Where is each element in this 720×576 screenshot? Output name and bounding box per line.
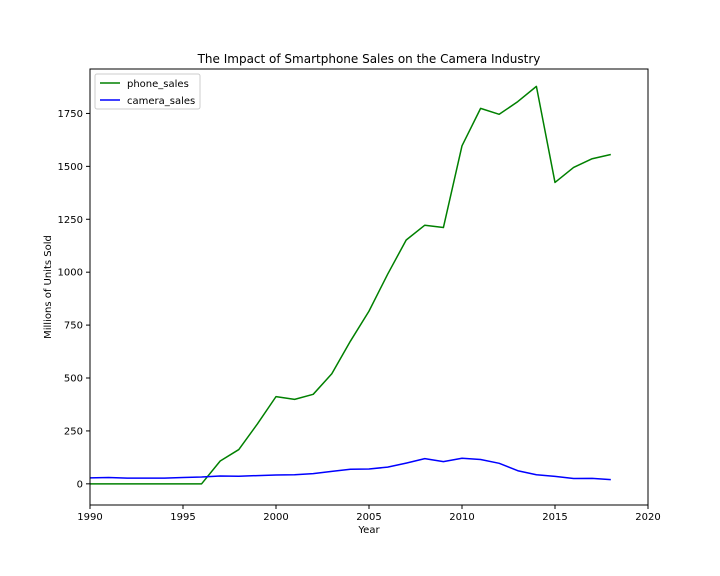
series-line-camera-sales: [89, 457, 611, 481]
series-line-phone-sales: [90, 85, 611, 485]
x-tick-label: 2010: [449, 512, 474, 523]
chart-title: The Impact of Smartphone Sales on the Ca…: [197, 52, 541, 66]
series-lines: [89, 85, 611, 485]
y-axis-label: Millions of Units Sold: [43, 235, 54, 339]
x-tick-label: 2015: [542, 512, 567, 523]
x-tick-label: 1995: [170, 512, 195, 523]
x-tick-label: 1990: [77, 512, 102, 523]
legend-label-camera-sales: camera_sales: [127, 96, 195, 107]
legend-label-phone-sales: phone_sales: [127, 79, 189, 90]
x-tick-label: 2020: [635, 512, 660, 523]
y-tick-label: 1250: [58, 215, 83, 226]
y-tick-label: 250: [64, 426, 83, 437]
legend-box: [94, 73, 201, 110]
y-tick-label: 0: [77, 479, 83, 490]
axis-ticks: 1990 1995 2000 2005 2010 2015 2020 0 250 500 750 10…: [58, 109, 661, 523]
y-tick-label: 1750: [58, 109, 83, 120]
y-tick-label: 1000: [58, 268, 83, 279]
x-tick-label: 2005: [356, 512, 381, 523]
x-axis-label: Year: [357, 525, 380, 536]
legend: phone_sales camera_sales: [94, 73, 201, 110]
y-tick-label: 500: [64, 374, 83, 385]
y-tick-label: 1500: [58, 162, 83, 173]
y-tick-label: 750: [64, 321, 83, 332]
x-tick-label: 2000: [263, 512, 288, 523]
